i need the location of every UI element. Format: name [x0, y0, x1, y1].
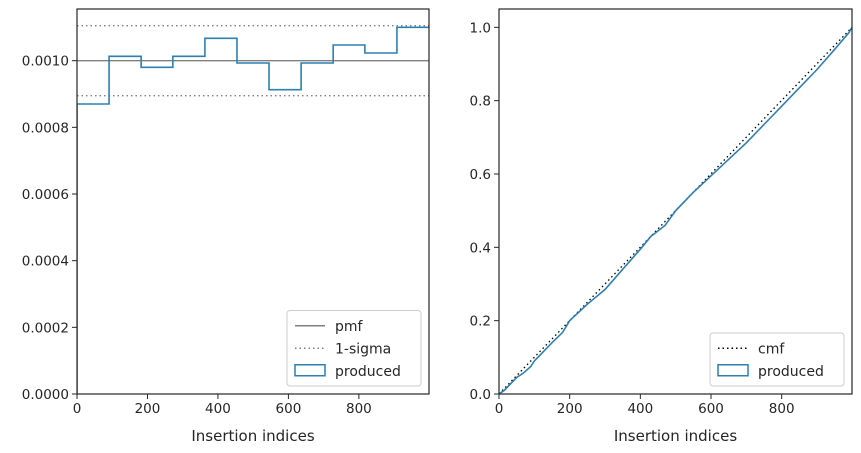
- x-tick-label: 0: [495, 401, 504, 417]
- y-tick-label: 0.0010: [22, 54, 69, 70]
- x-tick-label: 400: [627, 401, 653, 417]
- x-axis-label: Insertion indices: [191, 427, 314, 445]
- legend-box: [709, 332, 845, 387]
- legend-entry: pmf: [295, 319, 364, 335]
- axes-frame: [498, 8, 853, 395]
- y-tick-label: 0.0002: [22, 320, 69, 336]
- x-tick-label: 200: [135, 401, 161, 417]
- x-tick-label: 200: [557, 401, 583, 417]
- legend-entry: produced: [717, 364, 824, 380]
- x-tick-label: 600: [276, 401, 302, 417]
- legend-box: [286, 310, 422, 387]
- y-tick-label: 0.4: [470, 240, 491, 256]
- y-tick-label: 0.2: [470, 314, 491, 330]
- legend-label: produced: [758, 364, 824, 380]
- legend-entry: produced: [294, 364, 401, 380]
- series-cmf: [499, 26, 852, 394]
- legend: pmf 1-sigma produced: [286, 310, 422, 387]
- legend: cmf produced: [709, 332, 845, 387]
- legend-label: cmf: [758, 341, 785, 357]
- legend-label: pmf: [335, 319, 364, 335]
- series-produced: [499, 26, 852, 394]
- x-tick-label: 800: [769, 401, 795, 417]
- axes-frame: [76, 8, 430, 395]
- legend-patch: [294, 364, 326, 377]
- legend-entry: cmf: [718, 341, 785, 357]
- y-tick-label: 0.0004: [22, 254, 69, 270]
- legend-patch: [717, 364, 749, 377]
- legend-label: produced: [335, 364, 401, 380]
- y-tick-label: 0.6: [470, 167, 491, 183]
- x-axis-label: Insertion indices: [614, 427, 737, 445]
- series-produced: [77, 26, 429, 394]
- y-tick-label: 0.0008: [22, 120, 69, 136]
- x-tick-label: 800: [346, 401, 372, 417]
- y-tick-label: 0.8: [470, 94, 491, 110]
- legend-entry: 1-sigma: [295, 341, 391, 357]
- plot-area: [499, 26, 852, 394]
- legend-label: 1-sigma: [335, 341, 391, 357]
- y-tick-label: 0.0006: [22, 187, 69, 203]
- y-tick-label: 0.0: [470, 387, 491, 403]
- x-tick-label: 400: [205, 401, 231, 417]
- x-tick-label: 600: [698, 401, 724, 417]
- y-tick-label: 0.0000: [22, 387, 69, 403]
- right-chart-cmf: 0 200 400 600 800 0.0 0.2 0.4 0.6 0.8 1.0 Insertion…: [470, 8, 853, 445]
- x-tick-label: 0: [73, 401, 82, 417]
- y-tick-label: 1.0: [470, 20, 491, 36]
- plot-area: [77, 25, 429, 394]
- left-chart-pmf: 0 200 400 600 800 0.0000 0.0002 0.0004 0.0006 0.0…: [22, 8, 430, 445]
